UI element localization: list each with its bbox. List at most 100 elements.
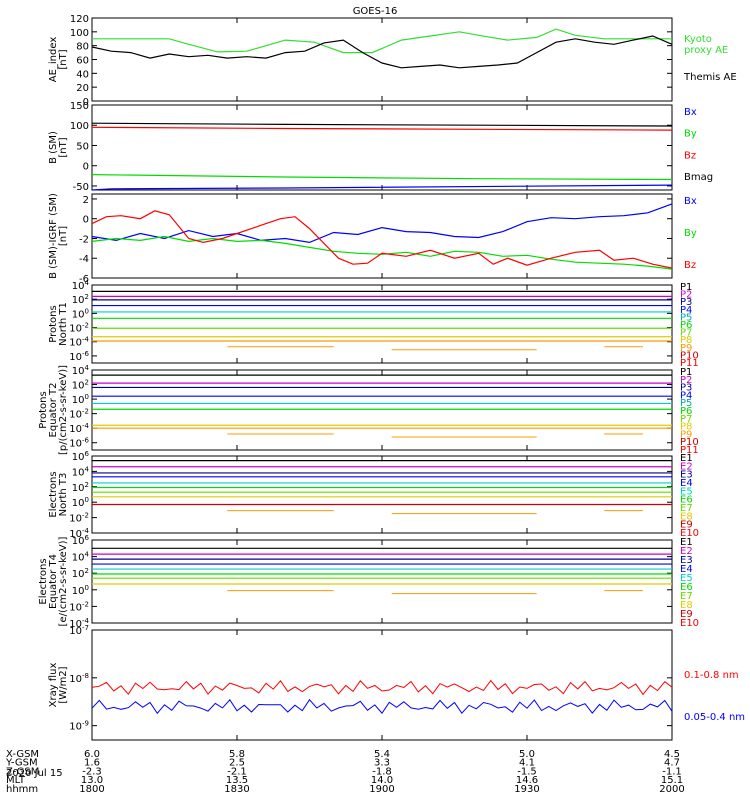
y-tick-label: 50 — [76, 141, 89, 152]
x-row-value: 13.0 — [81, 775, 103, 786]
channel-legend-p8: P8 — [680, 335, 692, 346]
y-tick-label: 102 — [72, 481, 89, 494]
y-tick-label: 20 — [76, 83, 89, 94]
y-tick-label: -2 — [79, 234, 89, 245]
y-tick-label: 104 — [72, 279, 90, 292]
x-row-value: 1900 — [369, 784, 394, 795]
y-tick-label: 104 — [72, 465, 90, 478]
x-row-label: hhmm — [6, 784, 38, 795]
y-tick-label: 0 — [83, 97, 89, 108]
chart-title: GOES-16 — [353, 6, 398, 17]
legend-label: By — [684, 228, 697, 239]
channel-legend-p7: P7 — [680, 328, 692, 339]
y-axis-label: [nT] — [58, 49, 69, 69]
series-line-bz — [91, 210, 673, 269]
x-row-value: -1.5 — [517, 766, 537, 777]
x-row-value: 1930 — [514, 784, 539, 795]
channel-legend-p1: P1 — [680, 367, 692, 378]
legend-label: 0.05-0.4 nm — [684, 712, 745, 723]
channel-legend-e9: E9 — [680, 609, 693, 620]
y-axis-label: Xray flux — [48, 663, 59, 708]
y-tick-label: 100 — [70, 121, 89, 132]
date-label: 2020 Jul 15 — [6, 768, 63, 779]
series-line-short-band — [91, 698, 673, 715]
channel-legend-p6: P6 — [680, 406, 692, 417]
y-axis-label: Equator T4 — [48, 554, 59, 609]
panel-frame — [91, 455, 673, 534]
x-row-value: 5.8 — [229, 749, 245, 760]
channel-legend-p5: P5 — [680, 312, 692, 323]
series-line-bmag — [91, 122, 673, 127]
channel-legend-p7: P7 — [680, 414, 692, 425]
y-axis-label: [W/m2] — [58, 666, 69, 703]
y-tick-label: 10-2 — [69, 322, 89, 335]
x-row-value: -1.1 — [662, 766, 682, 777]
channel-legend-e4: E4 — [680, 478, 693, 489]
legend-label: Bx — [684, 196, 697, 207]
legend-label: 0.1-0.8 nm — [684, 670, 739, 681]
x-row-value: -1.8 — [372, 766, 392, 777]
x-row-value: 4.7 — [664, 758, 680, 769]
x-row-value: 13.5 — [226, 775, 248, 786]
channel-legend-e2: E2 — [680, 546, 693, 557]
x-row-label: Z-GSM — [6, 766, 39, 777]
x-row-value: 1830 — [224, 784, 249, 795]
x-row-value: 1800 — [79, 784, 104, 795]
y-tick-label: 150 — [70, 101, 89, 112]
y-tick-label: 10-2 — [69, 512, 89, 525]
y-tick-label: 10-2 — [69, 600, 89, 613]
channel-legend-e1: E1 — [680, 453, 693, 464]
x-row-value: 15.1 — [661, 775, 683, 786]
channel-legend-p2: P2 — [680, 375, 692, 386]
y-tick-label: 10-8 — [69, 672, 89, 685]
x-row-label: Y-GSM — [5, 758, 38, 769]
y-tick-label: 10-2 — [69, 408, 89, 421]
y-tick-label: 0 — [83, 215, 89, 226]
y-tick-label: 10-4 — [69, 527, 89, 540]
series-line-by — [91, 235, 673, 270]
panel-frame — [91, 193, 673, 279]
y-axis-label: [nT] — [58, 226, 69, 246]
y-axis-label: [nT] — [58, 137, 69, 157]
channel-legend-e7: E7 — [680, 591, 693, 602]
channel-legend-e3: E3 — [680, 470, 693, 481]
y-tick-label: 102 — [72, 379, 89, 392]
x-row-value: 14.0 — [371, 775, 393, 786]
series-line-bx — [91, 184, 673, 191]
legend-label: Kyoto — [684, 34, 712, 45]
y-tick-label: 10-4 — [69, 617, 89, 630]
channel-legend-e8: E8 — [680, 600, 693, 611]
channel-legend-e9: E9 — [680, 520, 693, 531]
x-row-value: 6.0 — [84, 749, 100, 760]
y-axis-label: Equator T2 — [48, 383, 59, 438]
y-tick-label: 120 — [70, 14, 89, 25]
panel-3: -6 -4 -2 0 2 B (SM)-IGRF (SM) [nT] Bx By Bz — [48, 193, 697, 285]
channel-legend-e5: E5 — [680, 486, 693, 497]
y-tick-label: 2 — [83, 195, 89, 206]
x-row-value: 4.1 — [519, 758, 535, 769]
channel-legend-p9: P9 — [680, 343, 692, 354]
channel-legend-e3: E3 — [680, 555, 693, 566]
y-tick-label: 0 — [83, 162, 89, 173]
channel-legend-p11: P11 — [680, 445, 699, 456]
channel-legend-e4: E4 — [680, 564, 693, 575]
x-row-label: X-GSM — [6, 749, 39, 760]
x-row-value: -2.3 — [82, 766, 102, 777]
y-axis-label: North T3 — [58, 473, 69, 517]
y-tick-label: 100 — [72, 393, 89, 406]
y-axis-label: AE_index — [48, 37, 59, 83]
y-axis-label: B (SM)-IGRF (SM) — [48, 193, 59, 279]
y-axis-label: Electrons — [48, 471, 59, 517]
panel-frame — [91, 629, 673, 741]
y-tick-label: 104 — [72, 364, 90, 377]
series-line-by — [91, 174, 673, 181]
channel-legend-p3: P3 — [680, 297, 692, 308]
x-row-value: -2.1 — [227, 766, 247, 777]
y-tick-label: 80 — [76, 42, 89, 53]
y-tick-label: 10-4 — [69, 336, 89, 349]
